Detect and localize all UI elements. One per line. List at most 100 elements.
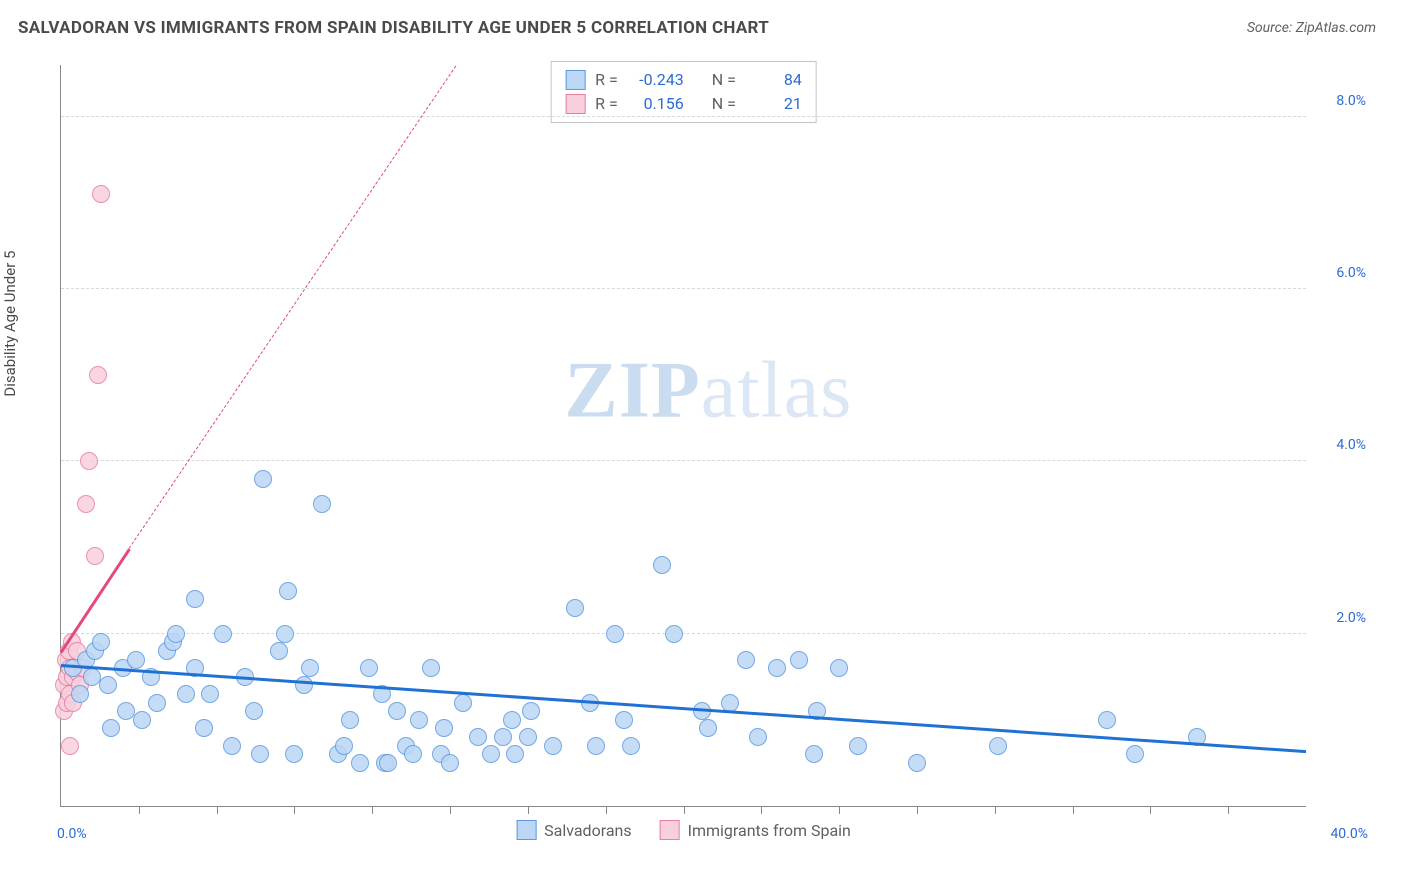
data-point-salvadorans bbox=[653, 556, 671, 574]
x-tick bbox=[995, 806, 996, 814]
bottom-legend: Salvadorans Immigrants from Spain bbox=[516, 820, 851, 840]
r-label: R = bbox=[595, 68, 618, 92]
data-point-salvadorans bbox=[506, 745, 524, 763]
x-tick bbox=[684, 806, 685, 814]
correlation-chart: Disability Age Under 5 ZIPatlas R = -0.2… bbox=[18, 55, 1376, 837]
data-point-salvadorans bbox=[768, 659, 786, 677]
data-point-salvadorans bbox=[503, 711, 521, 729]
data-point-salvadorans bbox=[223, 737, 241, 755]
trend-line-extrapolated bbox=[129, 65, 457, 548]
data-point-salvadorans bbox=[245, 702, 263, 720]
watermark-zip: ZIP bbox=[564, 347, 700, 435]
swatch-salvadorans bbox=[516, 820, 536, 840]
data-point-spain bbox=[77, 495, 95, 513]
n-value-salvadorans: 84 bbox=[746, 68, 802, 92]
legend-label-salvadorans: Salvadorans bbox=[544, 821, 631, 840]
data-point-spain bbox=[80, 452, 98, 470]
data-point-salvadorans bbox=[133, 711, 151, 729]
data-point-salvadorans bbox=[301, 659, 319, 677]
data-point-salvadorans bbox=[148, 694, 166, 712]
data-point-salvadorans bbox=[544, 737, 562, 755]
x-tick bbox=[1228, 806, 1229, 814]
swatch-spain bbox=[660, 820, 680, 840]
data-point-salvadorans bbox=[71, 685, 89, 703]
legend-item-spain: Immigrants from Spain bbox=[660, 820, 851, 840]
data-point-salvadorans bbox=[341, 711, 359, 729]
gridline-h bbox=[61, 633, 1306, 634]
data-point-salvadorans bbox=[790, 651, 808, 669]
y-tick-label: 8.0% bbox=[1314, 93, 1366, 109]
data-point-spain bbox=[92, 185, 110, 203]
data-point-salvadorans bbox=[522, 702, 540, 720]
data-point-salvadorans bbox=[186, 590, 204, 608]
data-point-salvadorans bbox=[1126, 745, 1144, 763]
data-point-salvadorans bbox=[849, 737, 867, 755]
stats-row-salvadorans: R = -0.243 N = 84 bbox=[565, 68, 802, 92]
n-label: N = bbox=[712, 92, 736, 116]
x-max-label: 40.0% bbox=[1330, 826, 1368, 842]
data-point-salvadorans bbox=[102, 719, 120, 737]
data-point-salvadorans bbox=[737, 651, 755, 669]
x-tick bbox=[1150, 806, 1151, 814]
data-point-salvadorans bbox=[805, 745, 823, 763]
data-point-salvadorans bbox=[335, 737, 353, 755]
data-point-salvadorans bbox=[422, 659, 440, 677]
x-tick bbox=[294, 806, 295, 814]
data-point-salvadorans bbox=[494, 728, 512, 746]
y-tick-label: 4.0% bbox=[1314, 437, 1366, 453]
data-point-salvadorans bbox=[435, 719, 453, 737]
y-tick-label: 2.0% bbox=[1314, 610, 1366, 626]
x-tick bbox=[450, 806, 451, 814]
data-point-salvadorans bbox=[606, 625, 624, 643]
stats-row-spain: R = 0.156 N = 21 bbox=[565, 92, 802, 116]
swatch-salvadorans bbox=[565, 70, 585, 90]
data-point-salvadorans bbox=[167, 625, 185, 643]
data-point-salvadorans bbox=[351, 754, 369, 772]
data-point-salvadorans bbox=[1098, 711, 1116, 729]
x-min-label: 0.0% bbox=[57, 826, 87, 842]
gridline-h bbox=[61, 288, 1306, 289]
y-axis-label: Disability Age Under 5 bbox=[1, 251, 19, 397]
data-point-salvadorans bbox=[519, 728, 537, 746]
source-prefix: Source: bbox=[1247, 20, 1296, 36]
data-point-salvadorans bbox=[587, 737, 605, 755]
x-tick bbox=[761, 806, 762, 814]
data-point-salvadorans bbox=[279, 582, 297, 600]
r-label: R = bbox=[595, 92, 618, 116]
source-name: ZipAtlas.com bbox=[1296, 20, 1376, 36]
watermark-atlas: atlas bbox=[701, 347, 853, 435]
x-tick bbox=[217, 806, 218, 814]
data-point-salvadorans bbox=[92, 633, 110, 651]
data-point-salvadorans bbox=[360, 659, 378, 677]
x-tick bbox=[139, 806, 140, 814]
data-point-salvadorans bbox=[699, 719, 717, 737]
data-point-salvadorans bbox=[254, 470, 272, 488]
data-point-salvadorans bbox=[404, 745, 422, 763]
x-tick bbox=[839, 806, 840, 814]
data-point-salvadorans bbox=[201, 685, 219, 703]
data-point-salvadorans bbox=[410, 711, 428, 729]
data-point-salvadorans bbox=[388, 702, 406, 720]
data-point-salvadorans bbox=[99, 676, 117, 694]
swatch-spain bbox=[565, 94, 585, 114]
data-point-salvadorans bbox=[313, 495, 331, 513]
x-tick bbox=[372, 806, 373, 814]
x-tick bbox=[917, 806, 918, 814]
r-value-spain: 0.156 bbox=[628, 92, 684, 116]
data-point-spain bbox=[89, 366, 107, 384]
x-tick bbox=[606, 806, 607, 814]
data-point-salvadorans bbox=[482, 745, 500, 763]
data-point-salvadorans bbox=[749, 728, 767, 746]
data-point-salvadorans bbox=[276, 625, 294, 643]
data-point-salvadorans bbox=[195, 719, 213, 737]
x-tick bbox=[528, 806, 529, 814]
data-point-salvadorans bbox=[830, 659, 848, 677]
data-point-salvadorans bbox=[295, 676, 313, 694]
x-tick bbox=[1073, 806, 1074, 814]
source-attribution: Source: ZipAtlas.com bbox=[1247, 20, 1376, 36]
data-point-spain bbox=[61, 737, 79, 755]
legend-item-salvadorans: Salvadorans bbox=[516, 820, 631, 840]
data-point-salvadorans bbox=[127, 651, 145, 669]
data-point-salvadorans bbox=[251, 745, 269, 763]
chart-title: SALVADORAN VS IMMIGRANTS FROM SPAIN DISA… bbox=[18, 18, 769, 38]
